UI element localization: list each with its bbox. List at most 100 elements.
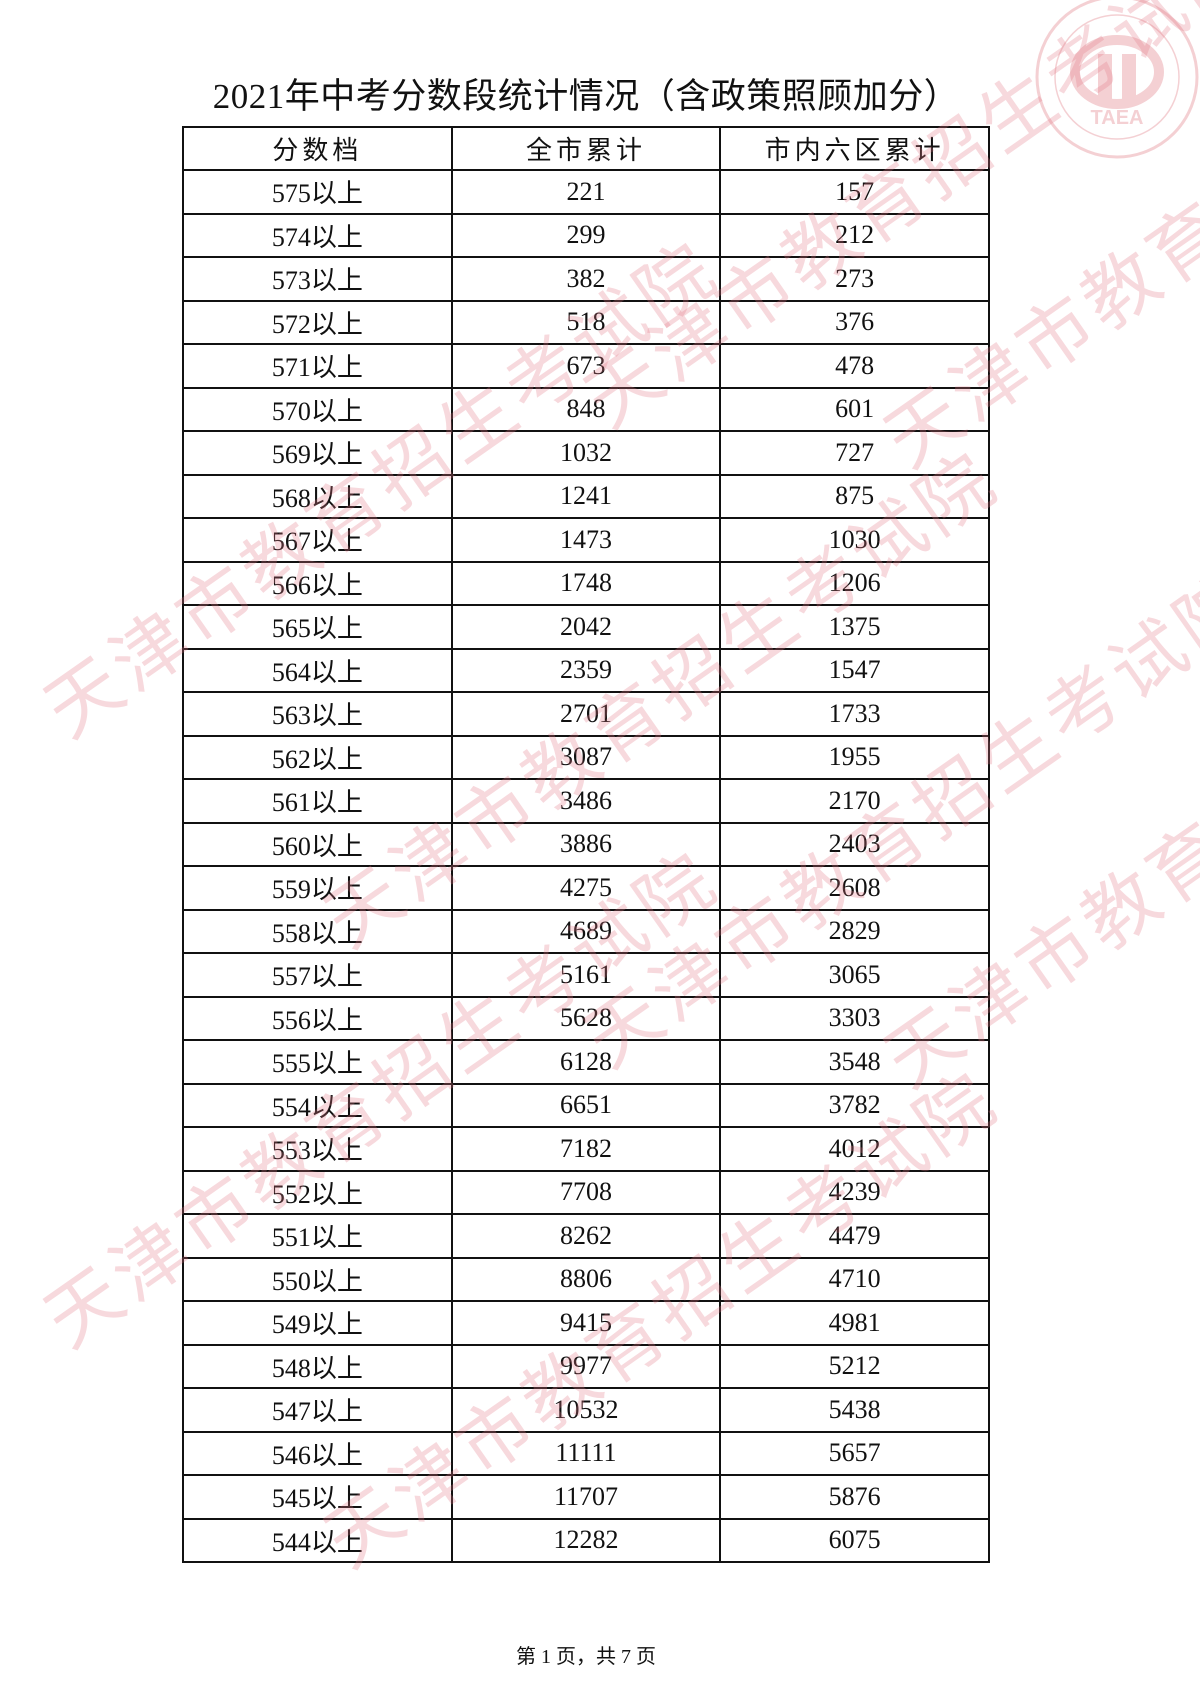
table-row: 550以上 8806 4710: [182, 1256, 990, 1302]
table-cell: 518: [450, 299, 722, 345]
table-cell: 5212: [719, 1343, 990, 1389]
table-cell: 550以上: [182, 1256, 453, 1302]
table-row: 571以上 673 478: [182, 343, 990, 389]
table-row: 561以上 3486 2170: [182, 778, 990, 824]
table-row: 544以上 12282 6075: [182, 1517, 990, 1563]
table-row: 572以上 518 376: [182, 299, 990, 345]
table-cell: 273: [719, 256, 990, 302]
page-title: 2021年中考分数段统计情况（含政策照顾加分）: [212, 77, 960, 116]
table-cell: 563以上: [182, 691, 453, 737]
table-row: 547以上 10532 5438: [182, 1387, 990, 1433]
table-row: 546以上 11111 5657: [182, 1430, 990, 1476]
table-cell: 3548: [719, 1039, 990, 1085]
table-cell: 221: [450, 169, 722, 215]
table-cell: 5876: [719, 1474, 990, 1520]
table-row: 560以上 3886 2403: [182, 821, 990, 867]
table-cell: 562以上: [182, 734, 453, 780]
table-row: 549以上 9415 4981: [182, 1300, 990, 1346]
table-cell: 548以上: [182, 1343, 453, 1389]
table-cell: 575以上: [182, 169, 453, 215]
table-cell: 1955: [719, 734, 990, 780]
table-cell: 4981: [719, 1300, 990, 1346]
table-cell: 558以上: [182, 908, 453, 954]
table-cell: 549以上: [182, 1300, 453, 1346]
table-cell: 1547: [719, 647, 990, 693]
table-row: 555以上 6128 3548: [182, 1039, 990, 1085]
table-cell: 552以上: [182, 1169, 453, 1215]
table-row: 564以上 2359 1547: [182, 647, 990, 693]
table-cell: 574以上: [182, 212, 453, 258]
table-row: 558以上 4689 2829: [182, 908, 990, 954]
column-header: 市内六区累计: [719, 126, 990, 171]
column-header: 全市累计: [450, 126, 722, 171]
table-cell: 2359: [450, 647, 722, 693]
table-cell: 4275: [450, 865, 722, 911]
table-cell: 546以上: [182, 1430, 453, 1476]
table-cell: 547以上: [182, 1387, 453, 1433]
table-cell: 3886: [450, 821, 722, 867]
taea-seal-logo: TAEA: [1035, 0, 1199, 159]
table-row: 574以上 299 212: [182, 212, 990, 258]
table-cell: 564以上: [182, 647, 453, 693]
table-cell: 568以上: [182, 473, 453, 519]
table-cell: 559以上: [182, 865, 453, 911]
table-row: 567以上 1473 1030: [182, 517, 990, 563]
table-cell: 6128: [450, 1039, 722, 1085]
table-cell: 2608: [719, 865, 990, 911]
table-cell: 561以上: [182, 778, 453, 824]
table-cell: 545以上: [182, 1474, 453, 1520]
table-cell: 1206: [719, 560, 990, 606]
table-cell: 3087: [450, 734, 722, 780]
table-cell: 4479: [719, 1213, 990, 1259]
table-row: 563以上 2701 1733: [182, 691, 990, 737]
table-cell: 7182: [450, 1126, 722, 1172]
table-cell: 875: [719, 473, 990, 519]
table-cell: 554以上: [182, 1082, 453, 1128]
table-cell: 573以上: [182, 256, 453, 302]
table-row: 569以上 1032 727: [182, 430, 990, 476]
table-cell: 1032: [450, 430, 722, 476]
table-cell: 1375: [719, 604, 990, 650]
table-cell: 1241: [450, 473, 722, 519]
table-row: 552以上 7708 4239: [182, 1169, 990, 1215]
table-row: 557以上 5161 3065: [182, 952, 990, 998]
table-cell: 3486: [450, 778, 722, 824]
table-row: 553以上 7182 4012: [182, 1126, 990, 1172]
table-cell: 1473: [450, 517, 722, 563]
table-cell: 557以上: [182, 952, 453, 998]
table-row: 573以上 382 273: [182, 256, 990, 302]
table-cell: 1030: [719, 517, 990, 563]
table-row: 570以上 848 601: [182, 386, 990, 432]
table-cell: 6651: [450, 1082, 722, 1128]
table-cell: 2701: [450, 691, 722, 737]
table-cell: 7708: [450, 1169, 722, 1215]
table-row: 554以上 6651 3782: [182, 1082, 990, 1128]
table-row: 568以上 1241 875: [182, 473, 990, 519]
table-row: 551以上 8262 4479: [182, 1213, 990, 1259]
table-cell: 4012: [719, 1126, 990, 1172]
table-cell: 3065: [719, 952, 990, 998]
table-cell: 9977: [450, 1343, 722, 1389]
table-cell: 3303: [719, 995, 990, 1041]
column-header: 分数档: [182, 126, 453, 171]
table-cell: 572以上: [182, 299, 453, 345]
table-cell: 157: [719, 169, 990, 215]
table-cell: 382: [450, 256, 722, 302]
table-cell: 848: [450, 386, 722, 432]
table-cell: 544以上: [182, 1517, 453, 1563]
table-cell: 6075: [719, 1517, 990, 1563]
table-row: 562以上 3087 1955: [182, 734, 990, 780]
table-cell: 551以上: [182, 1213, 453, 1259]
table-row: 565以上 2042 1375: [182, 604, 990, 650]
table-cell: 2042: [450, 604, 722, 650]
table-cell: 553以上: [182, 1126, 453, 1172]
table-cell: 212: [719, 212, 990, 258]
table-cell: 1748: [450, 560, 722, 606]
score-table: 分数档 全市累计 市内六区累计 575以上 221 157 574以上 299 212 573以…: [182, 126, 990, 1563]
table-cell: 569以上: [182, 430, 453, 476]
table-cell: 8806: [450, 1256, 722, 1302]
table-cell: 601: [719, 386, 990, 432]
table-cell: 4710: [719, 1256, 990, 1302]
table-cell: 8262: [450, 1213, 722, 1259]
table-row: 559以上 4275 2608: [182, 865, 990, 911]
